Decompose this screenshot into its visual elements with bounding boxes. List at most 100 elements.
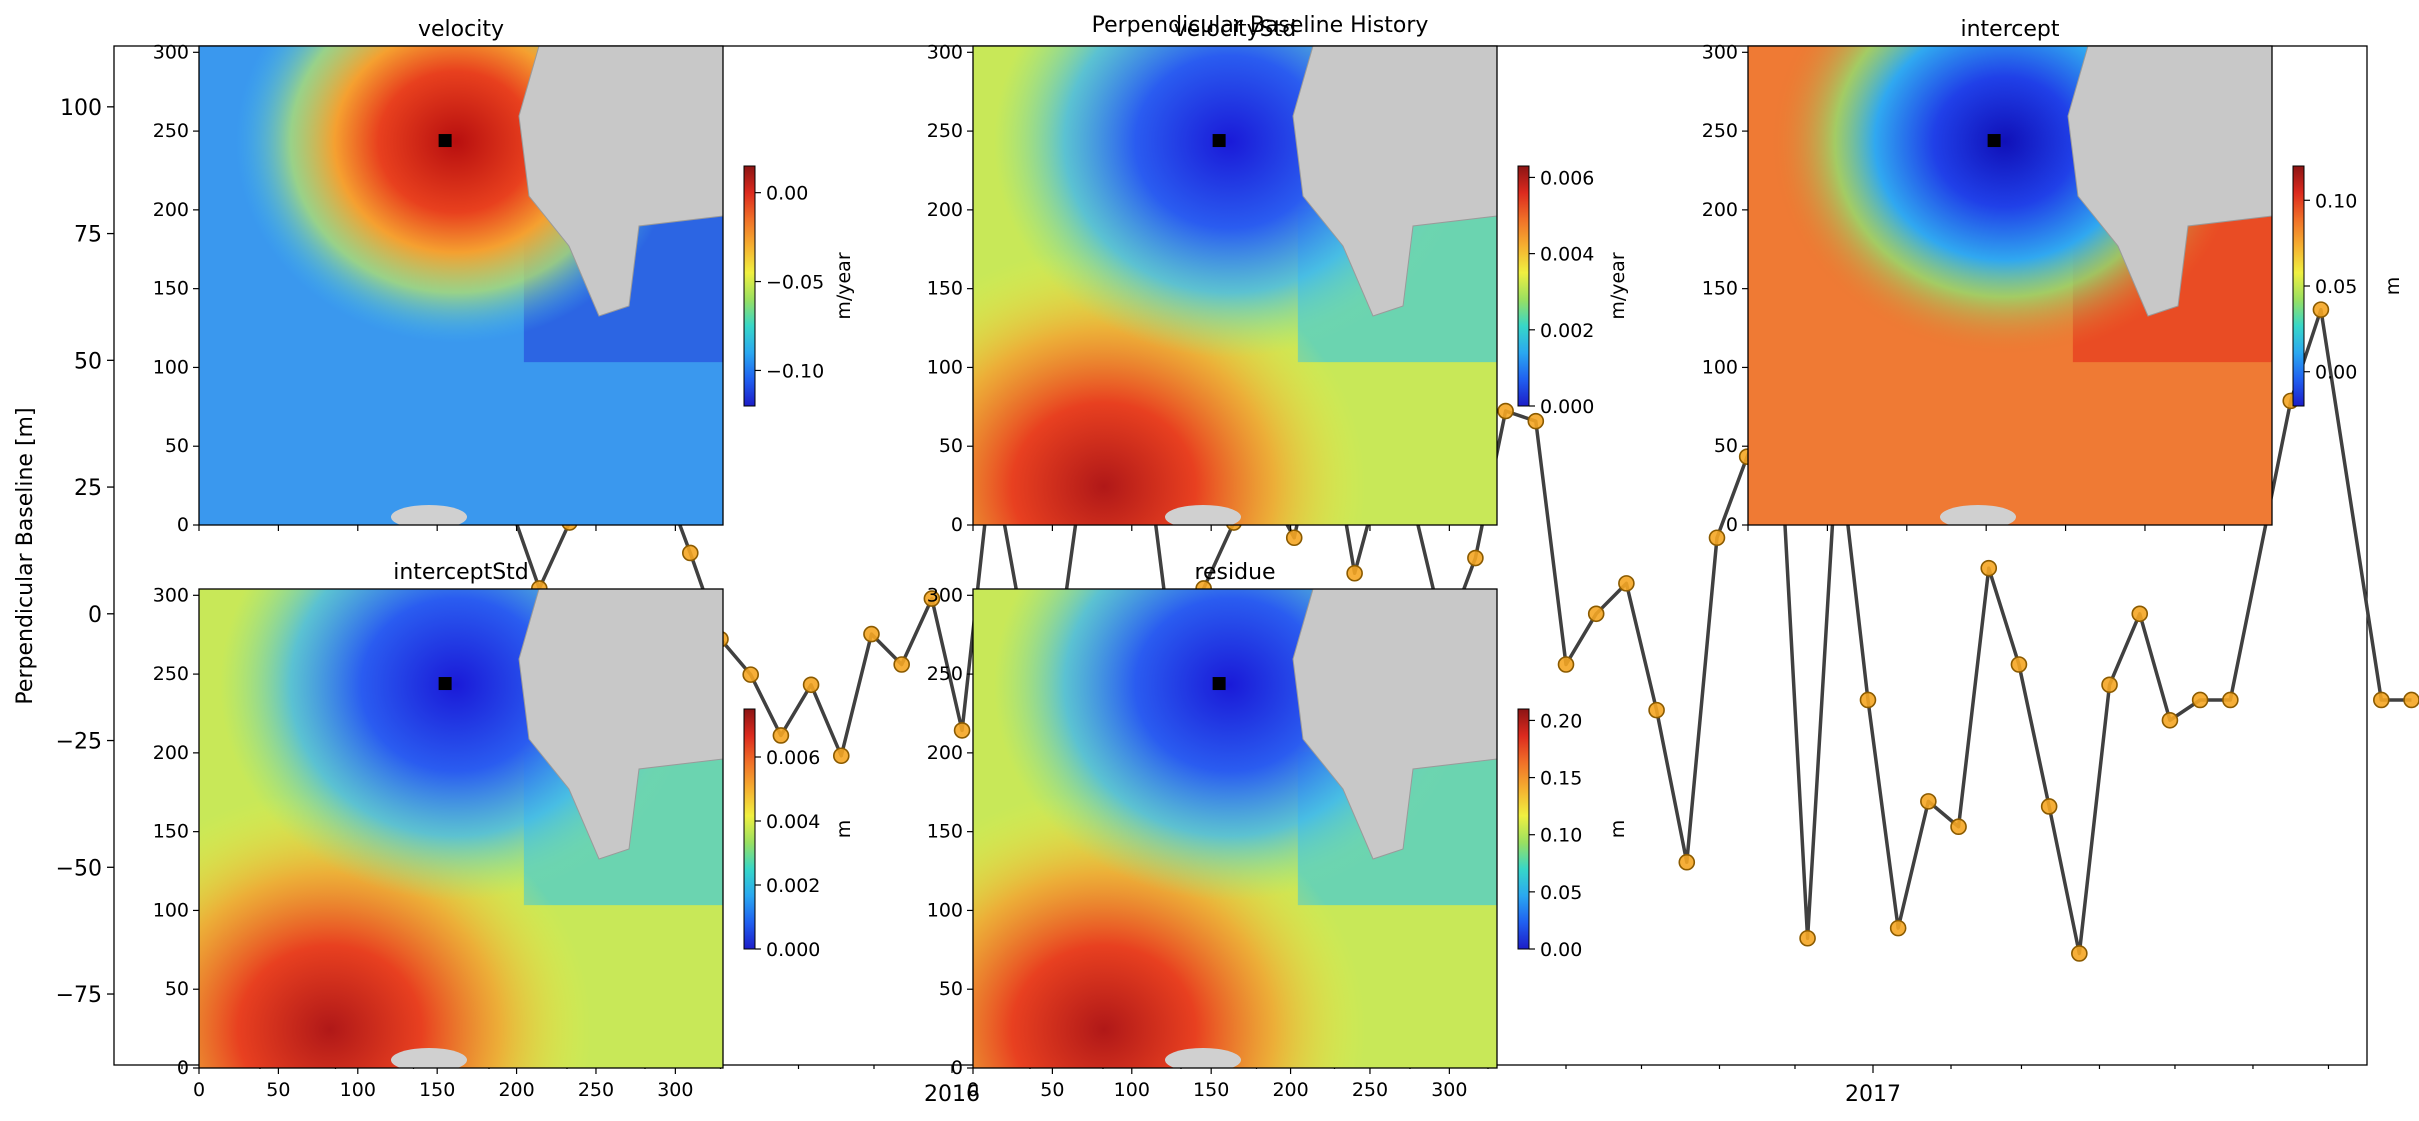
- map-y-tick-label: 0: [951, 1057, 963, 1079]
- map-y-tick-label: 200: [927, 742, 963, 764]
- reference-point-marker: [1212, 677, 1226, 691]
- baseline-point: [1980, 559, 1998, 577]
- map-y-tick-label: 300: [927, 584, 963, 606]
- map-y-tick-label: 100: [153, 356, 189, 378]
- map-island: [1165, 505, 1241, 525]
- colorbar-tick-label: 0.05: [1540, 882, 1582, 904]
- map-x-tick-label: 0: [967, 1079, 979, 1101]
- map-y-tick-label: 100: [1702, 356, 1738, 378]
- map-y-tick-label: 250: [153, 120, 189, 142]
- map-y-tick-label: 300: [927, 41, 963, 63]
- map-panel-intercept: intercept 0 50 100 150 200 250 300 0.00 0.05 0.10 m: [1702, 17, 2404, 536]
- map-x-tick-label: 200: [1272, 1079, 1308, 1101]
- colorbar-tick-label: 0.006: [766, 747, 820, 769]
- baseline-y-tick-label: 100: [60, 96, 102, 121]
- map-hillshade-region: [518, 46, 723, 317]
- map-y-tick-label: 150: [927, 821, 963, 843]
- colorbar-tick-label: 0.00: [1540, 939, 1582, 961]
- map-y-tick-label: 0: [951, 514, 963, 536]
- baseline-point: [1285, 529, 1303, 547]
- map-title: velocityStd: [1174, 17, 1297, 42]
- colorbar-tick-label: 0.05: [2315, 276, 2357, 298]
- map-y-tick-label: 100: [153, 899, 189, 921]
- colorbar-tick-label: 0.10: [2315, 190, 2357, 212]
- map-y-tick-label: 150: [927, 278, 963, 300]
- baseline-point: [2040, 798, 2058, 815]
- baseline-point: [1678, 853, 1696, 871]
- map-y-tick-label: 100: [927, 899, 963, 921]
- reference-point-marker: [1212, 134, 1226, 148]
- baseline-point: [893, 656, 910, 673]
- map-panel-interceptStd: interceptStd 0 50 100 150 200 250 300 0 50 100 150 2…: [153, 560, 855, 1101]
- baseline-point: [1708, 529, 1726, 547]
- baseline-x-tick-label-2017: 2017: [1845, 1082, 1901, 1107]
- map-y-tick-label: 0: [177, 514, 189, 536]
- baseline-point: [2373, 691, 2390, 709]
- baseline-point: [2191, 691, 2209, 709]
- map-y-tick-label: 200: [1702, 199, 1738, 221]
- map-x-tick-label: 250: [578, 1079, 614, 1101]
- colorbar-label: m: [2382, 277, 2404, 296]
- reference-point-marker: [438, 134, 452, 148]
- colorbar-tick-label: 0.002: [1540, 320, 1594, 342]
- map-frame: [972, 588, 1498, 1069]
- map-title: velocity: [418, 17, 504, 42]
- map-x-tick-label: 50: [1040, 1079, 1064, 1101]
- baseline-y-ticks: −75 −50 −25 0 25 50 75 100: [56, 96, 114, 1008]
- map-y-tick-label: 250: [1702, 120, 1738, 142]
- colorbar: [743, 708, 756, 950]
- colorbar-label: m: [833, 820, 855, 839]
- baseline-point: [742, 666, 759, 683]
- map-island: [391, 505, 467, 525]
- baseline-point: [1587, 605, 1605, 623]
- baseline-point: [1467, 549, 1484, 567]
- map-image: [199, 589, 723, 1068]
- map-y-tick-label: 200: [153, 742, 189, 764]
- map-frame: [972, 45, 1498, 526]
- map-hillshade-region: [1292, 46, 1497, 317]
- colorbar: [1517, 708, 1530, 950]
- baseline-point: [1497, 402, 1514, 420]
- map-hillshade-region: [2067, 46, 2272, 317]
- map-x-tick-label: 100: [340, 1079, 376, 1101]
- baseline-point: [2101, 676, 2118, 694]
- map-frame: [1747, 45, 2273, 526]
- map-x-tick-label: 300: [1431, 1079, 1467, 1101]
- baseline-y-tick-label: −25: [56, 730, 102, 755]
- map-y-tick-label: 50: [165, 978, 189, 1000]
- map-title: intercept: [1961, 17, 2060, 42]
- map-y-tick-label: 100: [927, 356, 963, 378]
- map-image: [1748, 46, 2272, 525]
- map-x-tick-label: 150: [1193, 1079, 1229, 1101]
- baseline-point: [923, 590, 941, 607]
- colorbar-tick-label: 0.15: [1540, 768, 1582, 790]
- baseline-point: [681, 544, 699, 562]
- baseline-point: [2403, 691, 2419, 709]
- map-island: [1165, 1048, 1241, 1068]
- baseline-y-tick-label: 0: [88, 603, 102, 628]
- colorbar-tick-label: −0.05: [766, 272, 824, 294]
- baseline-point: [1346, 564, 1363, 582]
- map-y-tick-label: 0: [177, 1057, 189, 1079]
- colorbar-tick-label: −0.10: [766, 360, 824, 382]
- map-title: residue: [1194, 560, 1275, 585]
- baseline-point: [2010, 656, 2028, 673]
- baseline-point: [1950, 818, 1967, 836]
- map-y-tick-label: 300: [153, 41, 189, 63]
- colorbar-tick-label: 0.20: [1540, 710, 1582, 732]
- baseline-point: [772, 727, 790, 744]
- map-frame: [198, 45, 724, 526]
- map-x-tick-label: 250: [1352, 1079, 1388, 1101]
- map-subplots: velocity 0 50 100 150 200 250 300 0.00 −0.05 −0.10…: [153, 17, 2404, 1101]
- map-x-tick-label: 150: [419, 1079, 455, 1101]
- baseline-point: [1648, 701, 1665, 719]
- baseline-y-axis-label: Perpendicular Baseline [m]: [13, 407, 38, 704]
- reference-point-marker: [438, 677, 452, 691]
- map-y-tick-label: 50: [165, 435, 189, 457]
- map-panel-residue: residue 0 50 100 150 200 250 300 0 50 100 150 200 250…: [927, 560, 1629, 1101]
- baseline-point: [1889, 919, 1907, 937]
- map-panel-velocity: velocity 0 50 100 150 200 250 300 0.00 −0.05 −0.10…: [153, 17, 855, 536]
- map-y-tick-label: 150: [153, 821, 189, 843]
- map-y-tick-label: 50: [939, 435, 963, 457]
